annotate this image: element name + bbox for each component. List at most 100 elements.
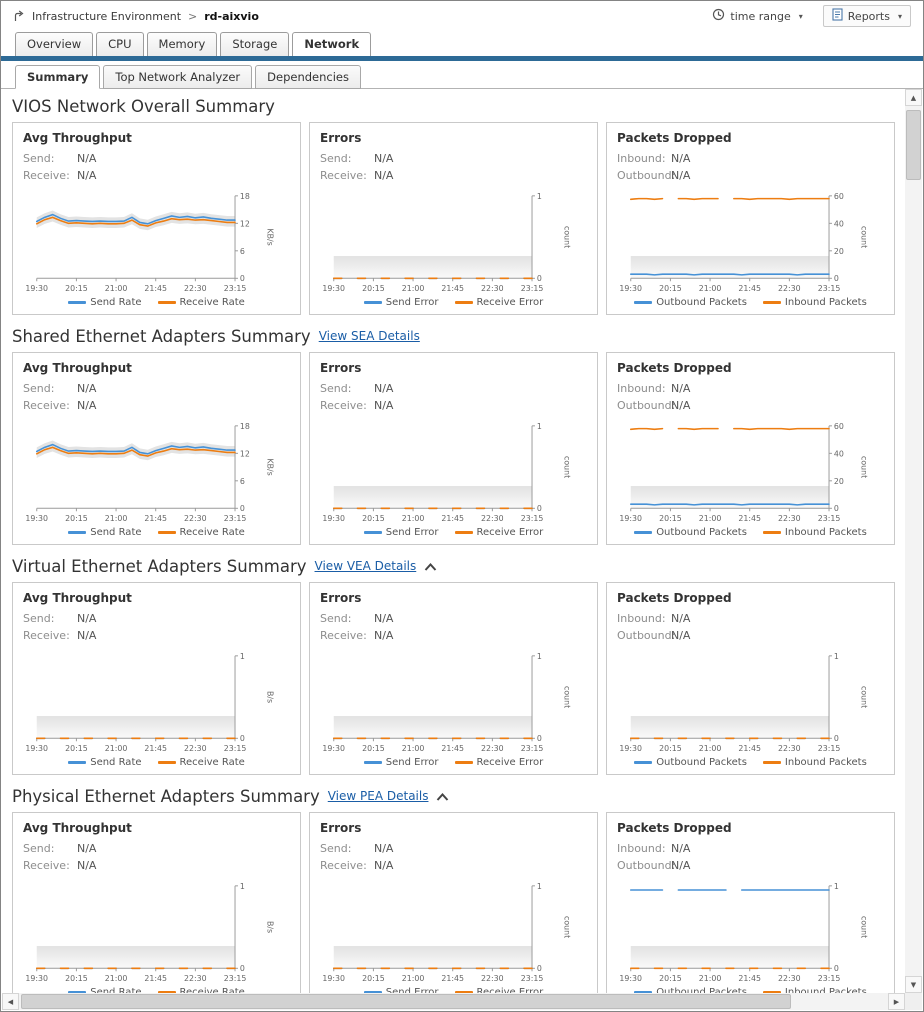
stat-row: Outbound:N/A	[617, 167, 884, 184]
metric-panel: Errors Send: N/A Receive: N/A 0 1 count 19:30 20:…	[309, 581, 598, 775]
stat-value: N/A	[374, 169, 394, 182]
svg-text:22:30: 22:30	[778, 284, 801, 293]
subtab-summary[interactable]: Summary	[15, 65, 101, 89]
stat-row: Receive: N/A	[320, 397, 587, 414]
legend-swatch	[363, 760, 382, 764]
legend-item: Send Error	[363, 527, 439, 538]
scroll-down-icon[interactable]: ▼	[905, 976, 922, 993]
svg-text:12: 12	[240, 449, 250, 458]
time-range-control[interactable]: time range ▾	[712, 8, 803, 24]
tab-overview[interactable]: Overview	[15, 32, 94, 56]
svg-text:22:30: 22:30	[481, 284, 504, 293]
tab-memory[interactable]: Memory	[146, 32, 218, 56]
svg-text:1: 1	[834, 652, 839, 661]
chart-canvas: 0 1 B/s 19:30 20:15 21:00 21:45 22:30 23:15	[25, 882, 274, 983]
stat-label: Send:	[320, 152, 352, 165]
svg-text:21:00: 21:00	[699, 744, 722, 753]
reports-control[interactable]: Reports ▾	[822, 5, 911, 27]
horizontal-scrollbar-thumb[interactable]	[21, 994, 791, 1009]
subtab-dependencies[interactable]: Dependencies	[255, 65, 361, 89]
panel-title: Packets Dropped	[617, 131, 732, 145]
stat-label: Outbound:	[617, 169, 676, 182]
breadcrumb-current: rd-aixvio	[204, 9, 259, 23]
subtab-top-network-analyzer[interactable]: Top Network Analyzer	[103, 65, 253, 89]
stat-value: N/A	[374, 152, 394, 165]
svg-text:23:15: 23:15	[521, 284, 544, 293]
svg-text:21:45: 21:45	[738, 284, 761, 293]
collapse-chevron-up-icon[interactable]	[424, 563, 437, 572]
svg-text:22:30: 22:30	[778, 514, 801, 523]
stat-label: Inbound:	[617, 152, 666, 165]
legend-label: Inbound Packets	[784, 526, 867, 538]
stat-value: N/A	[374, 611, 394, 625]
svg-text:21:45: 21:45	[738, 514, 761, 523]
legend-label: Receive Error	[476, 296, 544, 308]
metric-chart: 0 1 count 19:30 20:15 21:00 21:45 22:30 23:15	[320, 418, 587, 526]
tab-network[interactable]: Network	[292, 32, 372, 56]
panel-title: Errors	[320, 360, 362, 375]
scroll-up-icon[interactable]: ▲	[905, 89, 922, 106]
horizontal-scrollbar[interactable]: ◀ ▶	[2, 993, 905, 1010]
svg-text:20:15: 20:15	[362, 514, 385, 523]
stat-value: N/A	[77, 398, 97, 412]
panel-title: Packets Dropped	[617, 590, 732, 605]
chart-legend: Send Error Receive Error	[320, 757, 587, 768]
summary-section: Physical Ethernet Adapters Summary View P…	[12, 787, 895, 993]
chart-canvas: 0 6 12 18 KB/s 19:30 20:15 21:00 21:45 22:30 23:15	[25, 192, 274, 293]
chart-canvas: 0 1 count 19:30 20:15 21:00 21:45 22:30 23:15	[619, 882, 868, 983]
svg-text:0: 0	[537, 504, 542, 513]
tab-cpu[interactable]: CPU	[96, 32, 144, 56]
legend-item: Inbound Packets	[762, 297, 867, 308]
section-details-link[interactable]: View PEA Details	[327, 789, 429, 804]
svg-text:0: 0	[240, 274, 245, 283]
chart-canvas: 0 1 count 19:30 20:15 21:00 21:45 22:30 23:15	[322, 422, 571, 523]
legend-label: Receive Rate	[179, 296, 245, 308]
chart-legend: Send Rate Receive Rate	[23, 297, 290, 308]
legend-item: Receive Error	[454, 986, 544, 993]
breadcrumb-root[interactable]: Infrastructure Environment	[32, 9, 182, 23]
svg-text:21:45: 21:45	[144, 514, 167, 523]
metric-chart: 0 1 count 19:30 20:15 21:00 21:45 22:30 23:15	[320, 188, 587, 296]
section-details-link[interactable]: View VEA Details	[314, 559, 417, 574]
legend-swatch	[157, 760, 176, 764]
legend-label: Inbound Packets	[784, 986, 867, 993]
panel-row: Avg Throughput Send: N/A Receive: N/A 0 6 12 18 K…	[12, 122, 895, 315]
panel-title: Errors	[320, 820, 362, 835]
metric-panel: Avg Throughput Send: N/A Receive: N/A 0 1 B/s 19…	[12, 581, 301, 775]
svg-text:21:00: 21:00	[699, 284, 722, 293]
stat-row: Receive: N/A	[23, 397, 290, 414]
section-header: Physical Ethernet Adapters Summary View P…	[12, 787, 895, 806]
legend-item: Outbound Packets	[634, 297, 747, 308]
svg-text:1: 1	[240, 882, 245, 891]
scroll-left-icon[interactable]: ◀	[2, 993, 19, 1010]
legend-label: Receive Error	[476, 756, 544, 768]
stat-value: N/A	[77, 169, 97, 182]
stat-row: Inbound: N/A	[617, 840, 884, 857]
svg-text:0: 0	[537, 964, 542, 973]
svg-text:12: 12	[240, 219, 250, 228]
stat-row: Inbound: N/A	[617, 150, 884, 167]
collapse-chevron-up-icon[interactable]	[436, 793, 449, 802]
legend-swatch	[157, 990, 176, 993]
chart-legend: Send Error Receive Error	[320, 527, 587, 538]
legend-label: Receive Error	[476, 986, 544, 993]
stat-value: N/A	[77, 858, 97, 872]
svg-text:20: 20	[834, 477, 844, 486]
stat-label: Receive:	[23, 169, 70, 182]
clock-icon	[712, 8, 725, 24]
scroll-right-icon[interactable]: ▶	[888, 993, 905, 1010]
legend-item: Outbound Packets	[634, 757, 747, 768]
chart-legend: Outbound Packets Inbound Packets	[617, 757, 884, 768]
panel-row: Avg Throughput Send: N/A Receive: N/A 0 6 12 18 K…	[12, 351, 895, 545]
svg-text:21:45: 21:45	[441, 284, 464, 293]
svg-text:1: 1	[537, 422, 542, 431]
svg-text:count: count	[859, 916, 868, 938]
metric-panel: Packets Dropped Inbound: N/A Outbound:N/A 0 1…	[606, 811, 895, 993]
vertical-scrollbar[interactable]: ▲ ▼	[905, 89, 922, 993]
tab-storage[interactable]: Storage	[220, 32, 290, 56]
stat-value: N/A	[671, 628, 691, 642]
section-details-link[interactable]: View SEA Details	[318, 329, 420, 344]
vertical-scrollbar-thumb[interactable]	[906, 110, 921, 180]
stat-label: Receive:	[320, 628, 367, 642]
svg-text:21:45: 21:45	[441, 514, 464, 523]
